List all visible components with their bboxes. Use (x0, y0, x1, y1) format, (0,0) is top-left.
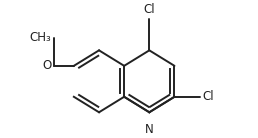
Text: O: O (42, 59, 52, 72)
Text: Cl: Cl (203, 90, 214, 103)
Text: Cl: Cl (143, 3, 155, 16)
Text: N: N (145, 123, 154, 136)
Text: CH₃: CH₃ (30, 31, 52, 44)
